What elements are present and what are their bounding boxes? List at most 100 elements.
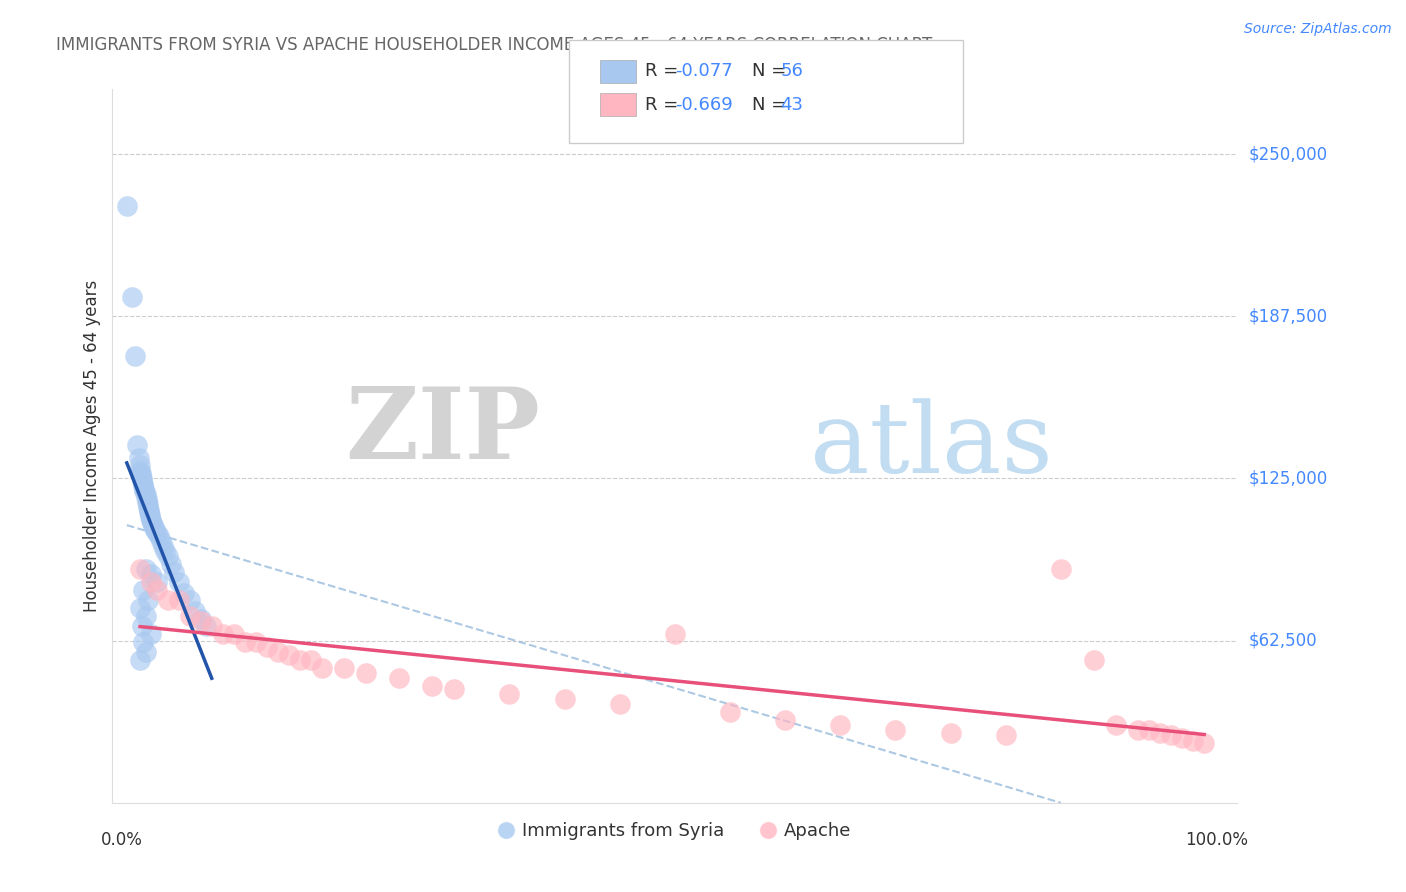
Point	[129, 562, 152, 576]
Point	[609, 697, 631, 711]
Point	[129, 458, 152, 473]
Point	[125, 438, 148, 452]
Point	[1050, 562, 1073, 576]
Point	[134, 482, 156, 496]
Point	[138, 502, 160, 516]
Point	[222, 627, 245, 641]
Text: $125,000: $125,000	[1249, 469, 1327, 487]
Point	[124, 350, 146, 364]
Point	[135, 609, 157, 624]
Point	[1105, 718, 1128, 732]
Point	[190, 614, 212, 628]
Point	[884, 723, 907, 738]
Point	[135, 487, 157, 501]
Point	[139, 627, 162, 641]
Point	[1182, 733, 1205, 747]
Point	[129, 653, 152, 667]
Point	[148, 528, 170, 542]
Point	[267, 645, 290, 659]
Point	[156, 549, 179, 564]
Point	[138, 505, 160, 519]
Point	[143, 521, 166, 535]
Point	[163, 565, 186, 579]
Point	[136, 497, 159, 511]
Text: -0.077: -0.077	[675, 62, 733, 80]
Point	[179, 609, 201, 624]
Point	[135, 495, 157, 509]
Point	[443, 681, 465, 696]
Point	[139, 513, 162, 527]
Point	[135, 645, 157, 659]
Text: R =: R =	[645, 96, 685, 114]
Point	[1160, 728, 1182, 742]
Point	[129, 467, 152, 481]
Text: IMMIGRANTS FROM SYRIA VS APACHE HOUSEHOLDER INCOME AGES 45 - 64 YEARS CORRELATIO: IMMIGRANTS FROM SYRIA VS APACHE HOUSEHOL…	[56, 36, 932, 54]
Point	[233, 635, 256, 649]
Point	[132, 476, 155, 491]
Text: ZIP: ZIP	[344, 384, 540, 480]
Point	[195, 619, 218, 633]
Text: -0.669: -0.669	[675, 96, 733, 114]
Text: 100.0%: 100.0%	[1185, 831, 1249, 849]
Point	[145, 575, 167, 590]
Point	[145, 582, 167, 597]
Point	[115, 199, 138, 213]
Point	[121, 290, 143, 304]
Point	[129, 601, 152, 615]
Point	[142, 518, 165, 533]
Point	[145, 525, 167, 540]
Point	[136, 500, 159, 514]
Text: atlas: atlas	[810, 398, 1053, 494]
Point	[139, 567, 162, 582]
Point	[1171, 731, 1194, 745]
Point	[664, 627, 686, 641]
Point	[1149, 725, 1171, 739]
Point	[128, 450, 150, 465]
Point	[131, 619, 153, 633]
Text: Source: ZipAtlas.com: Source: ZipAtlas.com	[1244, 22, 1392, 37]
Point	[201, 619, 224, 633]
Point	[1083, 653, 1105, 667]
Point	[139, 510, 162, 524]
Point	[145, 524, 167, 538]
Point	[554, 692, 576, 706]
Point	[139, 575, 162, 590]
Text: 56: 56	[780, 62, 803, 80]
Point	[773, 713, 796, 727]
Text: $187,500: $187,500	[1249, 307, 1327, 326]
Point	[333, 661, 356, 675]
Point	[211, 627, 233, 641]
Point	[135, 492, 157, 507]
Point	[136, 593, 159, 607]
Point	[830, 718, 852, 732]
Point	[184, 604, 207, 618]
Point	[129, 464, 152, 478]
Text: N =: N =	[752, 96, 792, 114]
Point	[156, 593, 179, 607]
Point	[1126, 723, 1149, 738]
Text: N =: N =	[752, 62, 792, 80]
Text: 0.0%: 0.0%	[101, 831, 143, 849]
Point	[135, 562, 157, 576]
Legend: Immigrants from Syria, Apache: Immigrants from Syria, Apache	[491, 815, 859, 847]
Point	[420, 679, 443, 693]
Point	[139, 508, 162, 522]
Point	[167, 575, 190, 590]
Y-axis label: Householder Income Ages 45 - 64 years: Householder Income Ages 45 - 64 years	[83, 280, 101, 612]
Point	[131, 471, 153, 485]
Point	[131, 474, 153, 488]
Point	[245, 635, 267, 649]
Point	[498, 687, 520, 701]
Point	[141, 516, 163, 530]
Point	[1137, 723, 1160, 738]
Point	[256, 640, 278, 654]
Text: 43: 43	[780, 96, 803, 114]
Point	[134, 484, 156, 499]
Point	[288, 653, 311, 667]
Text: $62,500: $62,500	[1249, 632, 1317, 649]
Point	[718, 705, 741, 719]
Text: R =: R =	[645, 62, 685, 80]
Point	[311, 661, 333, 675]
Point	[299, 653, 322, 667]
Point	[190, 611, 212, 625]
